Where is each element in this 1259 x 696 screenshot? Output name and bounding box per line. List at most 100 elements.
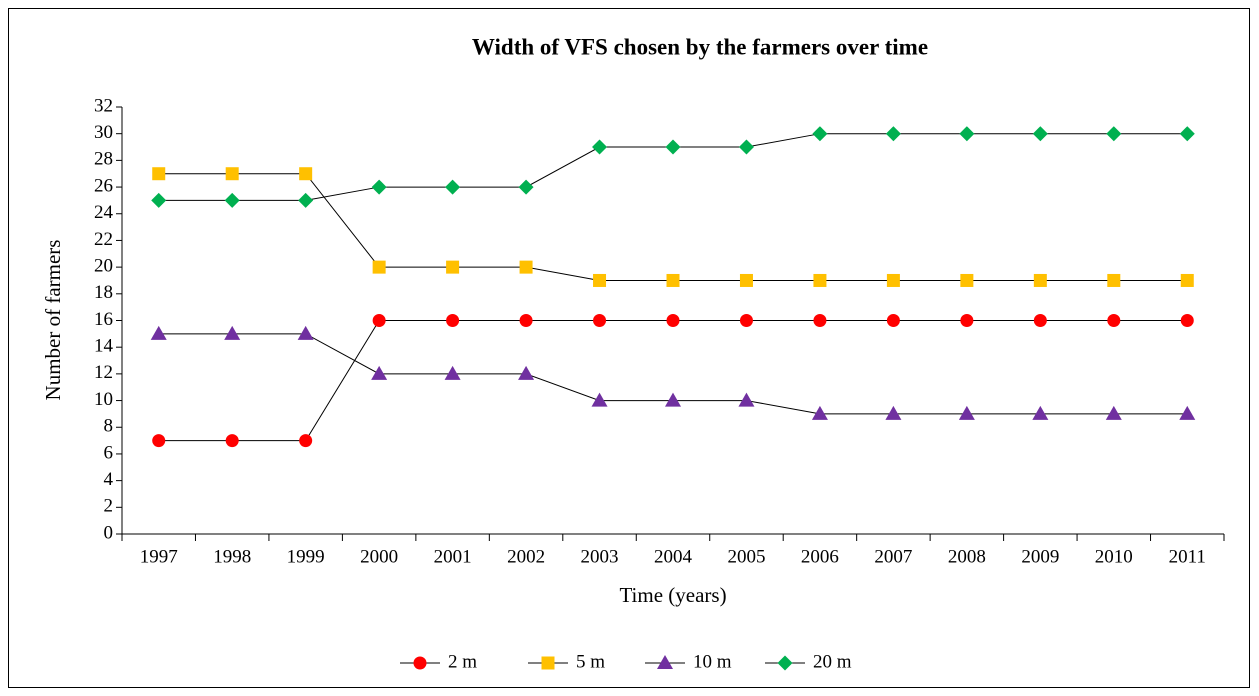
data-point bbox=[1106, 126, 1122, 142]
data-point bbox=[739, 314, 753, 327]
y-tick-label: 2 bbox=[104, 496, 114, 517]
data-point bbox=[812, 126, 828, 142]
data-point bbox=[593, 314, 607, 327]
data-point bbox=[1032, 405, 1049, 420]
data-point bbox=[152, 434, 166, 448]
legend-marker bbox=[413, 656, 427, 670]
legend-label: 2 m bbox=[448, 651, 477, 672]
data-point bbox=[959, 126, 975, 142]
data-point bbox=[299, 434, 313, 448]
x-tick-label: 2011 bbox=[1169, 546, 1206, 567]
data-point bbox=[738, 392, 755, 407]
data-point bbox=[225, 167, 239, 181]
legend-label: 20 m bbox=[813, 651, 852, 672]
legend-marker bbox=[657, 655, 673, 669]
y-tick-label: 26 bbox=[94, 175, 113, 196]
y-tick-label: 12 bbox=[94, 362, 113, 383]
legend-label: 5 m bbox=[576, 651, 605, 672]
data-point bbox=[1107, 273, 1121, 287]
x-tick-label: 2010 bbox=[1095, 546, 1133, 567]
y-tick-label: 32 bbox=[94, 95, 113, 116]
data-point bbox=[1105, 405, 1122, 420]
x-axis-label: Time (years) bbox=[619, 583, 726, 607]
data-point bbox=[297, 325, 314, 340]
data-point bbox=[444, 365, 461, 380]
x-tick-label: 1997 bbox=[140, 546, 178, 567]
data-point bbox=[1180, 273, 1194, 287]
data-point bbox=[371, 365, 388, 380]
data-point bbox=[592, 139, 608, 155]
y-tick-label: 22 bbox=[94, 229, 113, 250]
data-point bbox=[150, 325, 167, 340]
data-point bbox=[813, 314, 827, 327]
legend-label: 10 m bbox=[693, 651, 732, 672]
data-point bbox=[666, 314, 680, 327]
data-point bbox=[152, 167, 166, 181]
data-point bbox=[446, 314, 460, 327]
data-point bbox=[372, 260, 386, 274]
data-point bbox=[519, 260, 533, 274]
y-tick-label: 10 bbox=[94, 389, 113, 410]
data-point bbox=[1180, 314, 1194, 327]
data-point bbox=[519, 314, 533, 327]
data-point bbox=[960, 314, 974, 327]
data-point bbox=[885, 405, 902, 420]
data-point bbox=[224, 192, 240, 208]
data-point bbox=[666, 273, 680, 287]
data-point bbox=[665, 392, 681, 407]
x-tick-label: 1999 bbox=[287, 546, 325, 567]
data-point bbox=[151, 192, 167, 208]
data-point bbox=[1032, 126, 1048, 142]
data-point bbox=[518, 365, 535, 380]
chart-border bbox=[8, 8, 1250, 688]
y-tick-label: 20 bbox=[94, 255, 113, 276]
data-point bbox=[299, 167, 313, 181]
x-tick-label: 2009 bbox=[1021, 546, 1059, 567]
x-tick-label: 2001 bbox=[434, 546, 472, 567]
y-tick-label: 0 bbox=[104, 522, 114, 543]
x-tick-label: 2008 bbox=[948, 546, 986, 567]
data-point bbox=[958, 405, 975, 420]
y-tick-label: 14 bbox=[94, 336, 114, 357]
data-point bbox=[225, 434, 239, 448]
data-point bbox=[1033, 314, 1047, 327]
data-point bbox=[739, 273, 753, 287]
x-tick-label: 1998 bbox=[213, 546, 251, 567]
data-point bbox=[372, 314, 386, 327]
data-point bbox=[885, 126, 901, 142]
data-point bbox=[1179, 126, 1195, 142]
x-tick-label: 2002 bbox=[507, 546, 545, 567]
data-point bbox=[738, 139, 754, 155]
x-tick-label: 2004 bbox=[654, 546, 693, 567]
x-tick-label: 2003 bbox=[581, 546, 619, 567]
data-point bbox=[665, 139, 681, 155]
x-tick-label: 2000 bbox=[360, 546, 398, 567]
y-tick-label: 4 bbox=[104, 469, 114, 490]
data-point bbox=[593, 273, 607, 287]
data-point bbox=[445, 179, 461, 195]
y-tick-label: 8 bbox=[104, 416, 114, 437]
y-tick-label: 30 bbox=[94, 122, 113, 143]
x-tick-label: 2005 bbox=[727, 546, 765, 567]
data-point bbox=[1179, 405, 1196, 420]
data-point bbox=[518, 179, 534, 195]
y-tick-label: 6 bbox=[104, 442, 114, 463]
data-point bbox=[1107, 314, 1121, 327]
data-point bbox=[813, 273, 827, 287]
y-tick-label: 18 bbox=[94, 282, 113, 303]
y-axis-label: Number of farmers bbox=[41, 240, 65, 401]
x-tick-label: 2006 bbox=[801, 546, 839, 567]
x-tick-label: 2007 bbox=[874, 546, 912, 567]
data-point bbox=[224, 325, 241, 340]
data-point bbox=[446, 260, 460, 274]
chart-title: Width of VFS chosen by the farmers over … bbox=[472, 34, 928, 59]
data-point bbox=[298, 192, 314, 208]
data-point bbox=[886, 314, 900, 327]
data-point bbox=[1033, 273, 1047, 287]
data-point bbox=[886, 273, 900, 287]
data-point bbox=[371, 179, 387, 195]
data-point bbox=[811, 405, 828, 420]
data-point bbox=[960, 273, 974, 287]
legend-marker bbox=[777, 655, 793, 671]
